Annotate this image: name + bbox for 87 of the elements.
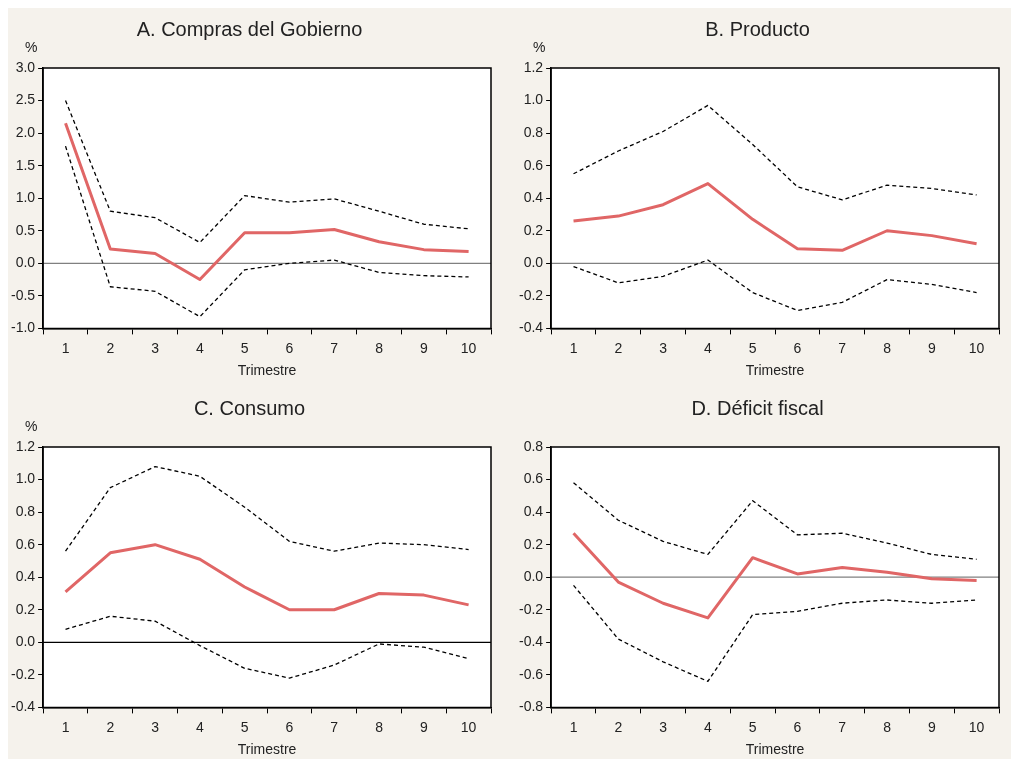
y-tick-label: -0.4	[11, 697, 36, 714]
x-tick-label: 10	[460, 718, 477, 735]
x-tick-label: 10	[968, 339, 985, 356]
x-tick-label: 9	[419, 339, 428, 356]
y-tick-label: -0.6	[519, 665, 544, 682]
x-tick-label: 3	[659, 339, 668, 356]
x-tick-label: 7	[838, 339, 847, 356]
x-tick-label: 5	[748, 339, 757, 356]
x-tick-label: 10	[968, 718, 985, 735]
y-tick-label: 1.0	[15, 469, 36, 486]
x-tick-label: 9	[927, 339, 936, 356]
y-tick-label: 0.8	[523, 123, 544, 140]
y-tick-label: 1.2	[523, 58, 544, 75]
y-tick-label: 0.6	[523, 469, 544, 486]
y-tick-label: 0.0	[523, 254, 544, 271]
x-tick-label: 6	[793, 718, 802, 735]
y-tick-label: 0.0	[15, 254, 36, 271]
x-tick-label: 9	[927, 718, 936, 735]
y-tick-label: 0.8	[15, 502, 36, 519]
x-axis-title: Trimestre	[237, 740, 297, 757]
x-tick-label: 10	[460, 339, 477, 356]
x-axis-title: Trimestre	[237, 362, 297, 379]
x-tick-label: 2	[106, 718, 115, 735]
x-tick-label: 5	[748, 718, 757, 735]
y-tick-label: -0.5	[11, 286, 36, 303]
x-tick-label: 5	[240, 339, 249, 356]
y-tick-label: 0.0	[523, 567, 544, 584]
x-tick-label: 4	[703, 718, 712, 735]
y-tick-label: -0.2	[519, 286, 544, 303]
x-tick-label: 7	[330, 718, 339, 735]
x-tick-label: 5	[240, 718, 249, 735]
x-tick-label: 2	[106, 339, 115, 356]
y-tick-label: 1.0	[15, 189, 36, 206]
x-tick-label: 7	[330, 339, 339, 356]
y-tick-label: 0.2	[523, 535, 544, 552]
chart-title: B. Producto	[705, 17, 810, 40]
y-tick-label: 0.4	[523, 189, 544, 206]
y-tick-label: 0.6	[15, 535, 36, 552]
x-tick-label: 4	[195, 718, 204, 735]
x-tick-label: 8	[883, 339, 892, 356]
chart-title: D. Déficit fiscal	[691, 396, 824, 419]
y-tick-label: 0.5	[15, 221, 36, 238]
y-tick-label: 0.0	[15, 632, 36, 649]
x-tick-label: 1	[569, 718, 578, 735]
x-tick-label: 8	[375, 718, 384, 735]
x-tick-label: 8	[375, 339, 384, 356]
x-tick-label: 6	[793, 339, 802, 356]
y-tick-label: 0.2	[523, 221, 544, 238]
y-tick-label: 1.5	[15, 156, 36, 173]
x-tick-label: 2	[614, 718, 623, 735]
chart-title: A. Compras del Gobierno	[136, 17, 363, 40]
x-tick-label: 9	[419, 718, 428, 735]
y-tick-label: -0.4	[519, 632, 544, 649]
x-axis-title: Trimestre	[745, 740, 805, 757]
y-tick-label: 0.6	[523, 156, 544, 173]
x-tick-label: 1	[569, 339, 578, 356]
y-tick-label: 2.0	[15, 123, 36, 140]
x-tick-label: 2	[614, 339, 623, 356]
y-tick-label: -0.4	[519, 319, 544, 336]
x-tick-label: 8	[883, 718, 892, 735]
y-tick-label: -0.2	[519, 600, 544, 617]
x-tick-label: 6	[285, 339, 294, 356]
x-tick-label: 3	[151, 718, 160, 735]
y-tick-label: 0.2	[15, 600, 36, 617]
x-tick-label: 3	[151, 339, 160, 356]
y-axis-title: %	[24, 417, 38, 434]
y-tick-label: 1.0	[523, 91, 544, 108]
y-tick-label: 0.4	[523, 502, 544, 519]
y-tick-label: 2.5	[15, 91, 36, 108]
y-tick-label: -1.0	[11, 319, 36, 336]
chart-title: C. Consumo	[193, 396, 306, 419]
y-tick-label: 1.2	[15, 437, 36, 454]
y-axis-title: %	[532, 39, 546, 55]
x-tick-label: 1	[61, 718, 70, 735]
y-tick-label: 0.8	[523, 437, 544, 454]
y-tick-label: 0.4	[15, 567, 36, 584]
y-tick-label: 3.0	[15, 58, 36, 75]
x-tick-label: 7	[838, 718, 847, 735]
y-axis-title: %	[24, 39, 38, 55]
y-tick-label: -0.8	[519, 697, 544, 714]
x-tick-label: 3	[659, 718, 668, 735]
x-tick-label: 1	[61, 339, 70, 356]
x-tick-label: 4	[703, 339, 712, 356]
x-axis-title: Trimestre	[745, 362, 805, 379]
y-tick-label: -0.2	[11, 665, 36, 682]
x-tick-label: 6	[285, 718, 294, 735]
x-tick-label: 4	[195, 339, 204, 356]
